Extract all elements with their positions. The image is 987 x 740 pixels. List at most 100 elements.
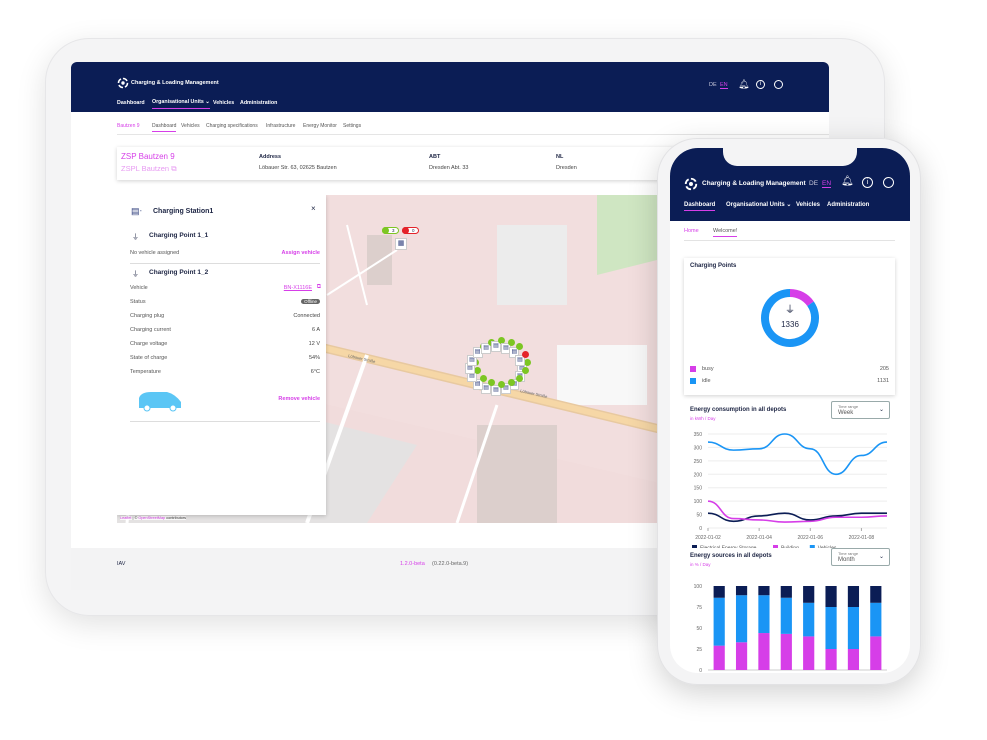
nav-administration[interactable]: Administration — [827, 202, 870, 208]
check-icon — [473, 367, 481, 375]
bar-segment-building — [758, 633, 770, 670]
status-badge: Offline — [301, 299, 320, 304]
app-title: Charging & Loading Management — [702, 180, 806, 187]
subtab-energy-monitor[interactable]: Energy Monitor — [303, 123, 337, 129]
nav-administration[interactable]: Administration — [240, 100, 278, 106]
subtab-settings[interactable]: Settings — [343, 123, 362, 129]
bar-segment-vehicles — [803, 602, 815, 637]
charging-station-cluster[interactable]: ▤▤▤▤▤▤▤▤▤▤▤▤▤▤▤▤ — [457, 335, 537, 400]
ok-count: 3 — [392, 228, 395, 233]
site-sub-link[interactable]: ZSPL Bautzen ⧉ — [121, 164, 177, 174]
y-tick-label: 0 — [699, 526, 702, 532]
y-tick-label: 75 — [696, 605, 702, 611]
nav-label: Organisational Units — [726, 202, 785, 208]
divider — [130, 263, 320, 264]
external-link-icon[interactable]: ⧉ — [316, 284, 321, 290]
assign-vehicle-button[interactable]: Assign vehicle — [281, 250, 320, 256]
breadcrumb-welcome[interactable]: Welcome! — [713, 228, 738, 237]
y-tick-label: 50 — [696, 626, 702, 632]
user-icon[interactable] — [883, 177, 894, 188]
nav-organisational-units[interactable]: Organisational Units ⌄ — [726, 202, 792, 208]
charging-station-marker[interactable]: ▤ — [466, 354, 477, 366]
cp1-status: No vehicle assigned — [130, 250, 180, 256]
charging-station-marker[interactable]: ▤ — [481, 342, 492, 354]
site-name: ZSP Bautzen 9 — [121, 152, 175, 161]
consumption-unit: in kWh / Day — [690, 416, 716, 421]
charging-station-icon: ▤ᐧ — [131, 206, 142, 216]
subtab-dashboard[interactable]: Dashboard — [152, 123, 177, 132]
total-points: 1336 — [781, 320, 799, 329]
consumption-time-range-select[interactable]: Time range Week ⌄ — [831, 401, 890, 419]
select-value: Month — [838, 557, 855, 563]
legend-label: Electrical Energy Storage — [700, 546, 757, 549]
vehicle-link[interactable]: BN-X1116E — [283, 285, 312, 291]
vehicle-van-icon — [139, 392, 181, 412]
close-icon[interactable]: × — [311, 204, 316, 213]
check-icon — [507, 379, 515, 387]
info-icon[interactable]: i — [756, 80, 765, 89]
bar-segment-electrical-energy-storage — [780, 586, 792, 598]
leaflet-link[interactable]: Leaflet — [120, 516, 132, 520]
legend-swatch — [692, 545, 697, 548]
y-tick-label: 300 — [694, 445, 703, 451]
detail-label: Status — [130, 299, 146, 305]
user-icon[interactable] — [774, 80, 783, 89]
sources-time-range-select[interactable]: Time range Month ⌄ — [831, 548, 890, 566]
y-tick-label: 350 — [694, 432, 703, 438]
address-value: Löbauer Str. 63, 02625 Bautzen — [259, 165, 337, 171]
y-tick-label: 250 — [694, 459, 703, 465]
legend-swatch-busy — [690, 366, 696, 372]
info-icon[interactable]: i — [862, 177, 873, 188]
bell-icon[interactable]: 🔔︎ — [841, 176, 854, 187]
subtab-infrastructure[interactable]: Infrastructure — [266, 123, 296, 129]
x-tick-label: 2022-01-08 — [849, 535, 875, 541]
bell-icon[interactable]: 🔔︎ — [738, 79, 750, 89]
check-icon — [498, 337, 505, 344]
charging-station-marker[interactable]: ▤ — [509, 347, 520, 359]
charging-station-marker[interactable]: ▤ — [491, 385, 501, 396]
bar-segment-vehicles — [847, 607, 860, 649]
error-count: 0 — [412, 228, 415, 233]
detail-label: Charge voltage — [130, 341, 168, 347]
check-icon — [516, 374, 524, 382]
detail-value: 6 A — [312, 327, 320, 333]
charging-station-marker[interactable]: ▤ — [472, 378, 483, 390]
charging-station-marker[interactable]: ▤ — [500, 383, 511, 395]
lang-de[interactable]: DE — [809, 180, 819, 187]
breadcrumb-home[interactable]: Home — [684, 228, 699, 234]
subtab-vehicles[interactable]: Vehicles — [181, 123, 200, 129]
logo-icon — [117, 77, 129, 89]
bar-segment-vehicles — [735, 595, 748, 643]
phone-notch — [723, 148, 857, 166]
subtab-charging-specifications[interactable]: Charging specifications — [206, 123, 258, 129]
phone-screen: Charging & Loading Management DE EN 🔔︎ i… — [670, 148, 910, 673]
lang-en[interactable]: EN — [822, 180, 832, 188]
detail-value: 6°C — [310, 369, 320, 375]
bar-segment-electrical-energy-storage — [825, 586, 837, 607]
nav-vehicles[interactable]: Vehicles — [796, 202, 821, 208]
donut-slice-idle — [761, 289, 819, 347]
breadcrumb-bautzen[interactable]: Bautzen 9 — [117, 123, 140, 129]
bar-segment-building — [847, 649, 860, 670]
charging-station-marker[interactable]: ▦ — [395, 238, 407, 250]
sources-title: Energy sources in all depots — [690, 553, 772, 559]
nav-vehicles[interactable]: Vehicles — [213, 100, 235, 106]
nav-organisational-units[interactable]: Organisational Units ⌄ — [152, 99, 210, 109]
check-icon — [498, 381, 505, 388]
lang-en[interactable]: EN — [720, 82, 728, 89]
charging-station-marker[interactable]: ▤ — [515, 354, 526, 366]
panel-title: Charging Station1 — [153, 208, 214, 215]
lang-de[interactable]: DE — [709, 82, 717, 88]
nav-dashboard[interactable]: Dashboard — [117, 100, 145, 106]
abt-label: ABT — [429, 154, 441, 160]
series-line-electrical-energy-storage — [707, 512, 887, 523]
remove-vehicle-button[interactable]: Remove vehicle — [278, 396, 320, 402]
nav-dashboard[interactable]: Dashboard — [684, 202, 716, 211]
bar-segment-electrical-energy-storage — [847, 586, 860, 607]
error-icon — [402, 227, 409, 234]
osm-link[interactable]: OpenStreetMap — [138, 516, 166, 520]
legend-label: Building — [781, 546, 799, 549]
bar-segment-electrical-energy-storage — [713, 586, 725, 598]
charging-station-marker[interactable]: ▤ — [491, 341, 501, 352]
app-title: Charging & Loading Management — [131, 80, 219, 86]
